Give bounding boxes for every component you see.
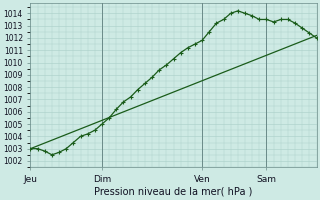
- X-axis label: Pression niveau de la mer( hPa ): Pression niveau de la mer( hPa ): [94, 187, 253, 197]
